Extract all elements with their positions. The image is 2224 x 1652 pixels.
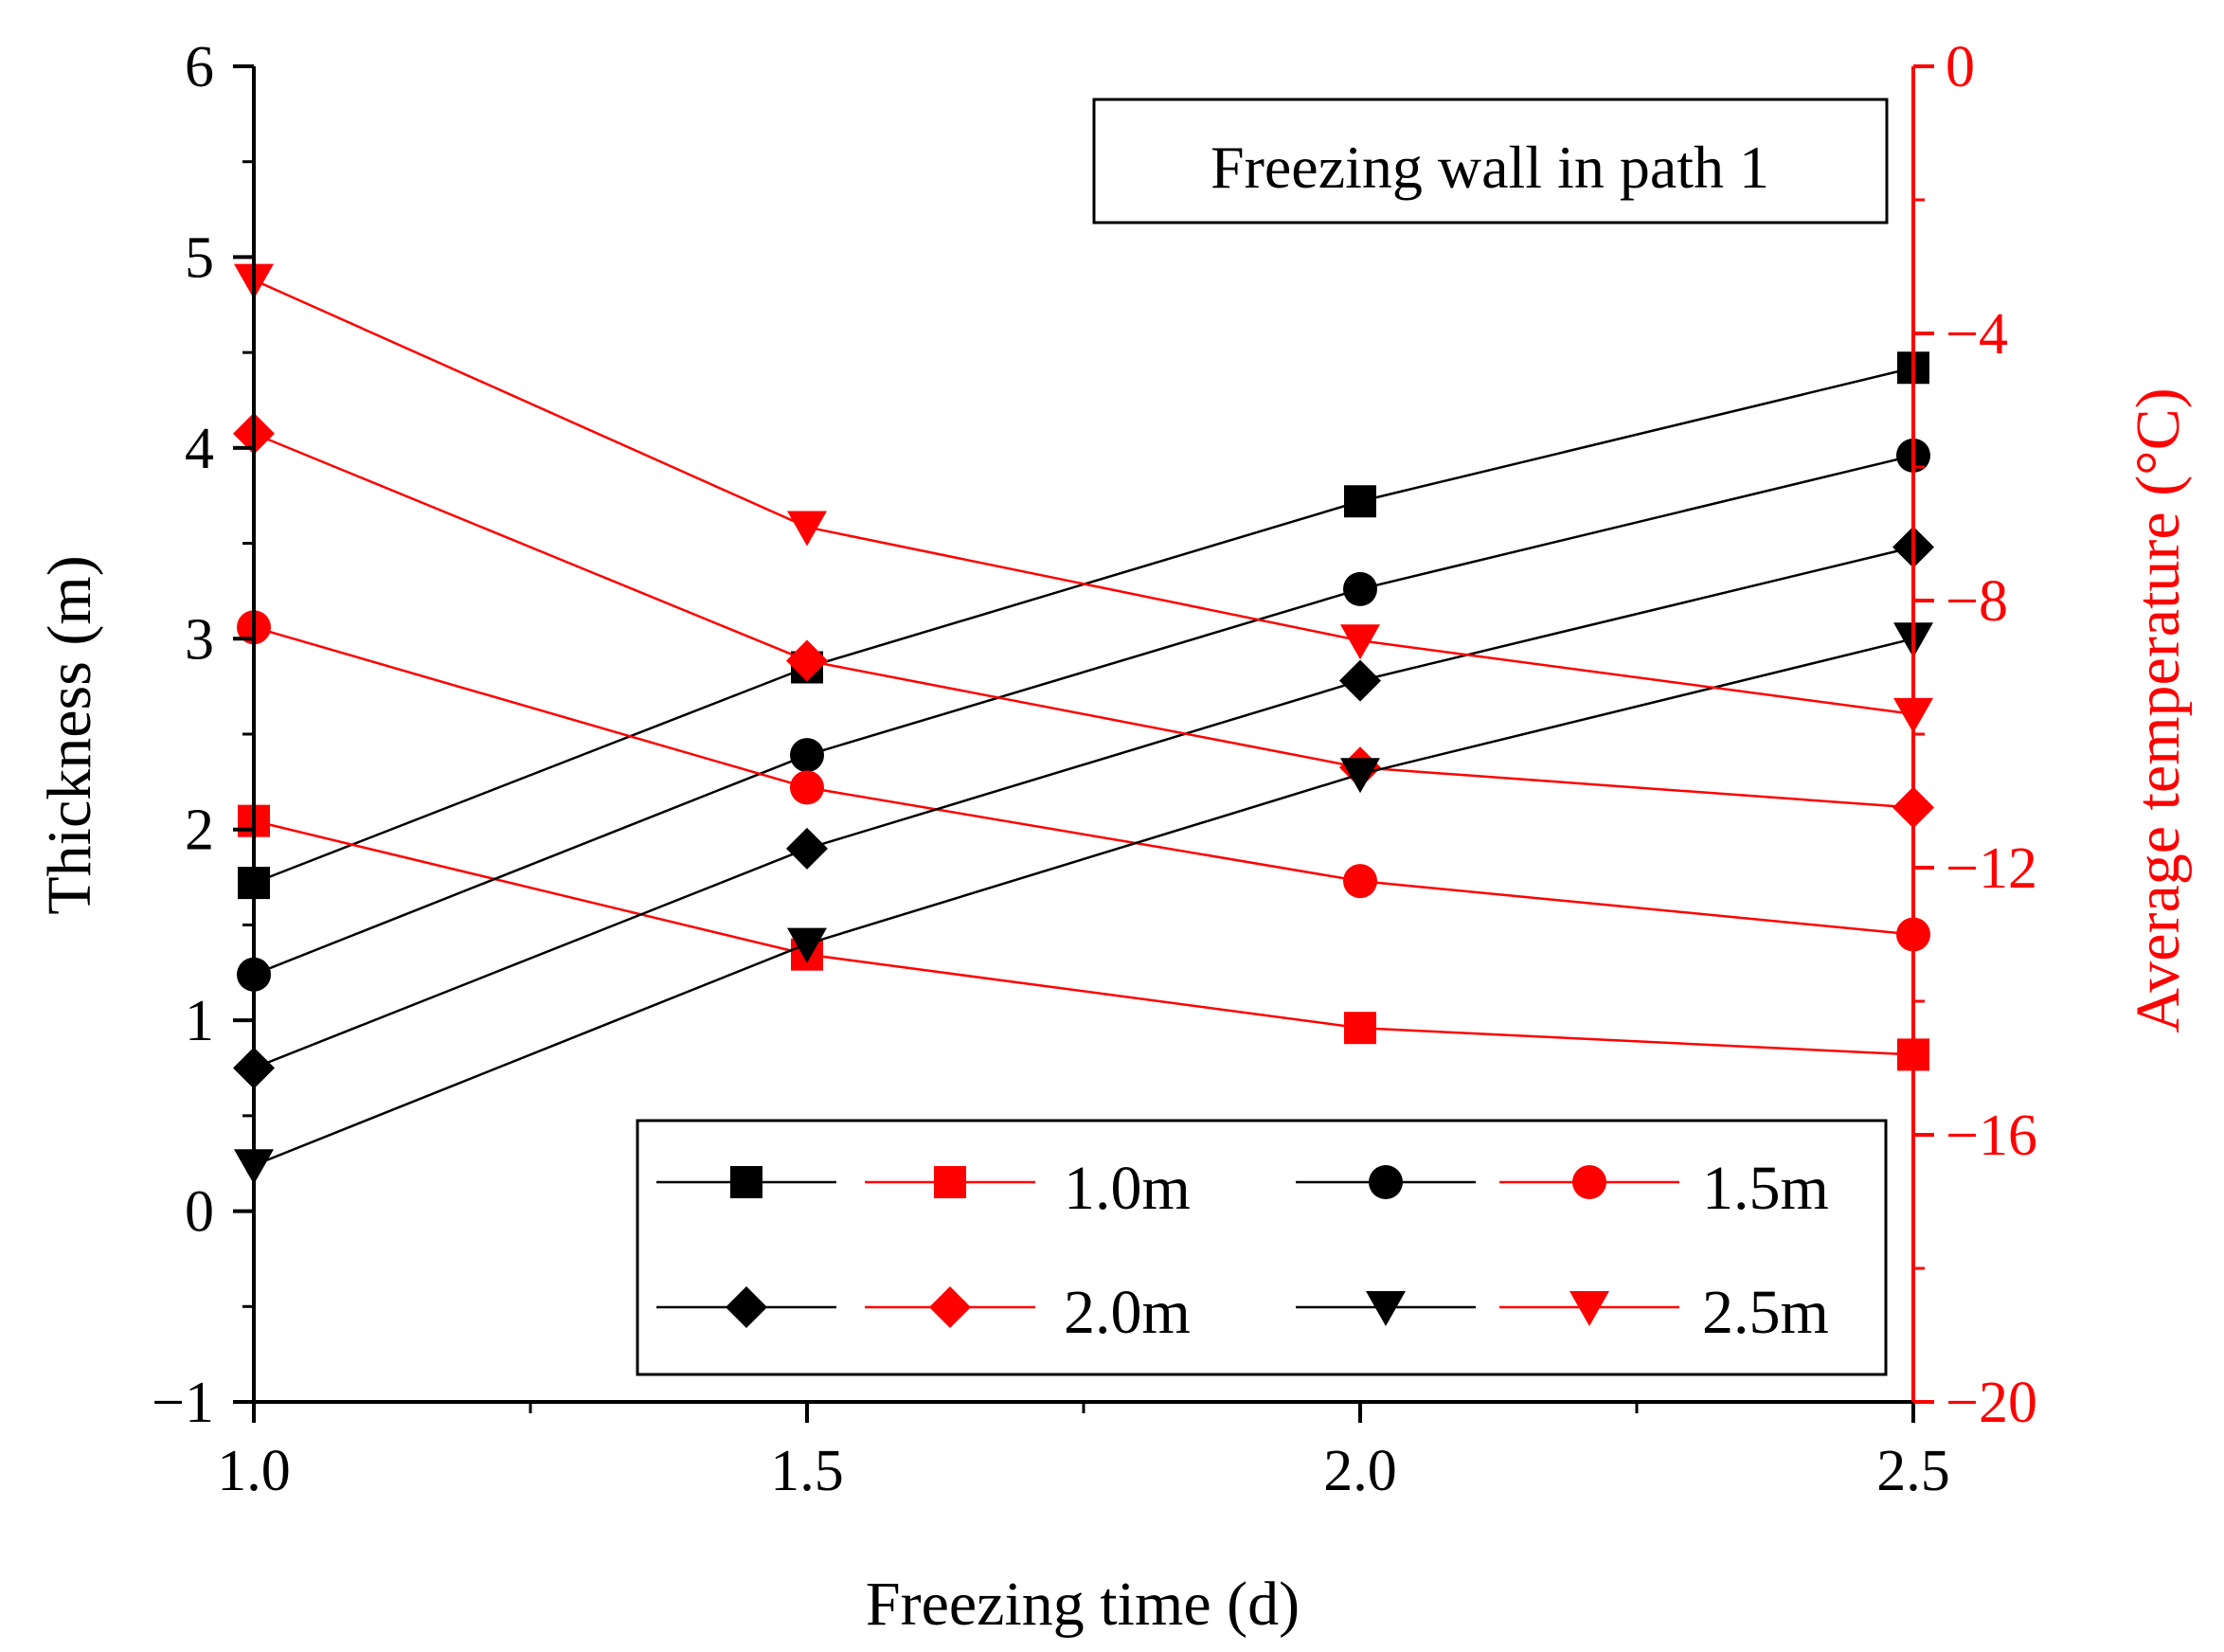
y-right-tick-label-4: −4: [1946, 302, 2008, 367]
point-right-2_0m-1: [786, 639, 828, 682]
point-left-2_0m-2: [1339, 659, 1381, 702]
point-left-2_0m-1: [786, 827, 828, 870]
x-axis-title: Freezing time (d): [866, 1570, 1300, 1639]
y-left-tick-label-3: 2: [185, 799, 214, 863]
x-tick-label-0: 1.0: [217, 1439, 291, 1503]
series-layer: [233, 263, 1934, 1185]
legend-label-1: 1.0m: [1064, 1154, 1191, 1223]
x-tick-label-2: 2.0: [1323, 1439, 1397, 1503]
legend-marker-2: [1369, 1165, 1403, 1199]
series-line-right-2_0m: [253, 432, 1914, 809]
legend-marker-4: [726, 1286, 767, 1328]
y-left-tick-label-2: 1: [185, 989, 214, 1053]
point-left-2_5m-1: [787, 927, 827, 963]
point-left-1_5m-2: [1343, 571, 1377, 606]
y-right-tick-label-3: −8: [1946, 569, 2008, 634]
point-left-1_5m-1: [790, 738, 824, 773]
legend-label-2: 1.5m: [1702, 1154, 1829, 1223]
point-right-1_5m-1: [790, 770, 824, 805]
y-right-tick-label-2: −12: [1946, 836, 2037, 901]
legend-marker-1: [934, 1166, 966, 1198]
series-line-left-1_0m: [253, 367, 1914, 885]
x-tick-label-3: 2.5: [1876, 1439, 1950, 1503]
legend-frame: [636, 1119, 1888, 1376]
annotation-box: Freezing wall in path 1: [1092, 98, 1889, 224]
y-left-tick-label-1: 0: [185, 1180, 214, 1245]
point-left-2_5m-2: [1340, 758, 1380, 794]
series-line-right-1_0m: [253, 819, 1914, 1056]
y-left-axis-title: Thickness (m): [35, 555, 104, 914]
point-right-2_5m-2: [1340, 624, 1380, 660]
series-line-left-2_0m: [253, 546, 1914, 1069]
y-left-tick-label-7: 6: [185, 35, 214, 99]
y-left-tick-label-6: 5: [185, 225, 214, 290]
series-line-left-2_5m: [253, 637, 1914, 1167]
axes-layer: 1.0 1.5 2.0 2.5 −1 0 1 2 3 4 5 6 −20 −16 −12 −8 −4 0: [152, 35, 2037, 1503]
legend-marker-3: [1572, 1165, 1606, 1199]
legend: 1.0m 1.5m 2.0m 2.5m: [636, 1119, 1888, 1376]
legend-label-3: 2.0m: [1064, 1278, 1191, 1347]
point-right-1_0m-2: [1344, 1012, 1376, 1045]
legend-marker-7: [1569, 1291, 1609, 1326]
annotation-text: Freezing wall in path 1: [1211, 134, 1769, 201]
point-right-2_5m-1: [787, 511, 827, 547]
y-right-tick-label-5: 0: [1946, 35, 1975, 99]
legend-marker-5: [929, 1286, 971, 1328]
point-left-1_0m-2: [1344, 485, 1376, 518]
series-line-right-2_5m: [253, 278, 1914, 716]
y-left-tick-label-5: 4: [185, 417, 214, 481]
point-right-1_5m-2: [1343, 864, 1377, 899]
legend-marker-6: [1366, 1291, 1406, 1326]
legend-label-4: 2.5m: [1702, 1278, 1829, 1347]
y-left-tick-label-4: 3: [185, 607, 214, 672]
y-left-tick-label-0: −1: [152, 1371, 214, 1435]
y-right-tick-label-1: −16: [1946, 1104, 2037, 1168]
y-right-axis-title: Average temperature (°C): [2124, 387, 2193, 1032]
y-right-tick-label-0: −20: [1946, 1371, 2037, 1435]
series-line-left-1_5m: [253, 454, 1914, 976]
series-line-right-1_5m: [253, 625, 1914, 936]
legend-marker-0: [730, 1166, 762, 1198]
x-tick-label-1: 1.5: [770, 1439, 844, 1503]
annotation-frame: [1092, 98, 1889, 224]
